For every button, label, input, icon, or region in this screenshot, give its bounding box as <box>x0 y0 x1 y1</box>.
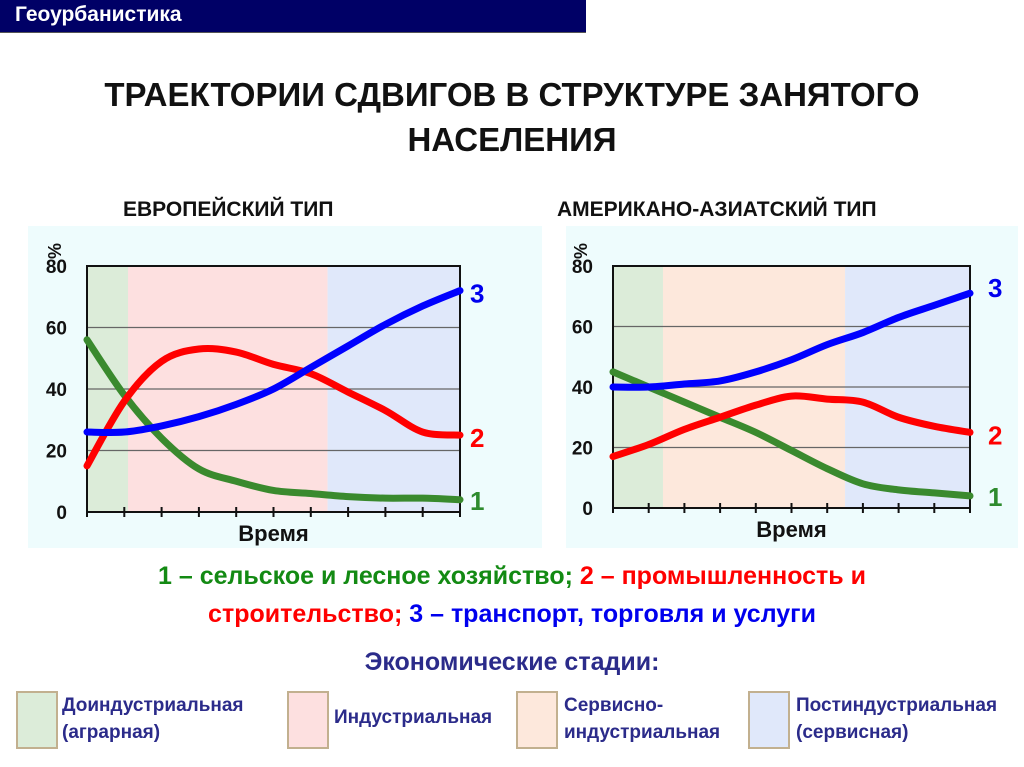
course-title: Геоурбанистика <box>15 3 182 26</box>
y-tick-label: 60 <box>572 318 593 339</box>
x-axis-label: Время <box>238 521 308 546</box>
series-legend-line-1: 1 – сельское и лесное хозяйство; 2 – про… <box>0 558 1024 594</box>
series-line-3 <box>609 289 974 391</box>
y-tick-label: 80 <box>46 257 67 278</box>
stage-industrial: Индустриальная <box>334 707 493 728</box>
series-end-label-2: 2 <box>988 420 1002 450</box>
legend-industry: 2 – промышленность и <box>572 562 866 590</box>
y-axis-label: % <box>45 243 65 259</box>
series-end-label-1: 1 <box>470 486 484 516</box>
chart-european: 0 20 40 60 80% Время 1 2 3 <box>28 226 542 548</box>
legend-services: 3 – транспорт, торговля и услуги <box>402 600 816 628</box>
chart-title-european: ЕВРОПЕЙСКИЙ ТИП <box>123 198 334 221</box>
x-axis-label: Время <box>756 517 826 542</box>
swatch-preindustrial <box>16 691 58 749</box>
stage-service-industrial: Сервисно-индустриальная <box>564 695 721 743</box>
series-legend-line-2: строительство; 3 – транспорт, торговля и… <box>0 596 1024 632</box>
series-end-label-3: 3 <box>988 273 1002 303</box>
y-tick-label: 60 <box>46 319 67 340</box>
title-line-2: НАСЕЛЕНИЯ <box>407 121 617 158</box>
stages-title: Экономические стадии: <box>364 648 660 676</box>
y-tick-label: 40 <box>572 378 593 399</box>
series-end-label-2: 2 <box>470 423 484 453</box>
chart-american-asian: 0 20 40 60 80% Время 1 2 3 <box>566 226 1018 548</box>
legend-agri: 1 – сельское и лесное хозяйство; <box>158 562 573 590</box>
series-line-2 <box>83 344 464 470</box>
y-axis-label: % <box>571 243 591 259</box>
header-bar: Геоурбанистика <box>0 0 586 33</box>
legend-industry-cont: строительство; <box>208 600 403 628</box>
title-line-1: ТРАЕКТОРИИ СДВИГОВ В СТРУКТУРЕ ЗАНЯТОГО <box>104 76 920 113</box>
series-end-label-3: 3 <box>470 279 484 309</box>
page-title: ТРАЕКТОРИИ СДВИГОВ В СТРУКТУРЕ ЗАНЯТОГО … <box>0 72 1024 162</box>
series-line-3 <box>83 287 464 437</box>
chart-title-american-asian: АМЕРИКАНО-АЗИАТСКИЙ ТИП <box>557 198 877 221</box>
series-line-1 <box>83 336 464 504</box>
y-tick-label: 20 <box>46 442 67 463</box>
stage-preindustrial: Доиндустриальная (аграрная) <box>62 695 244 743</box>
swatch-service-industrial <box>516 691 558 749</box>
y-tick-label: 40 <box>46 380 67 401</box>
y-tick-label: 0 <box>582 499 593 520</box>
y-tick-label: 20 <box>572 439 593 460</box>
y-tick-label: 0 <box>56 503 67 524</box>
swatch-postindustrial <box>748 691 790 749</box>
swatch-industrial <box>287 691 329 749</box>
series-line-2 <box>609 392 974 461</box>
stage-postindustrial: Постиндустриальная (сервисная) <box>796 695 998 743</box>
series-end-label-1: 1 <box>988 482 1002 512</box>
series-line-1 <box>609 368 974 500</box>
y-tick-label: 80 <box>572 257 593 278</box>
